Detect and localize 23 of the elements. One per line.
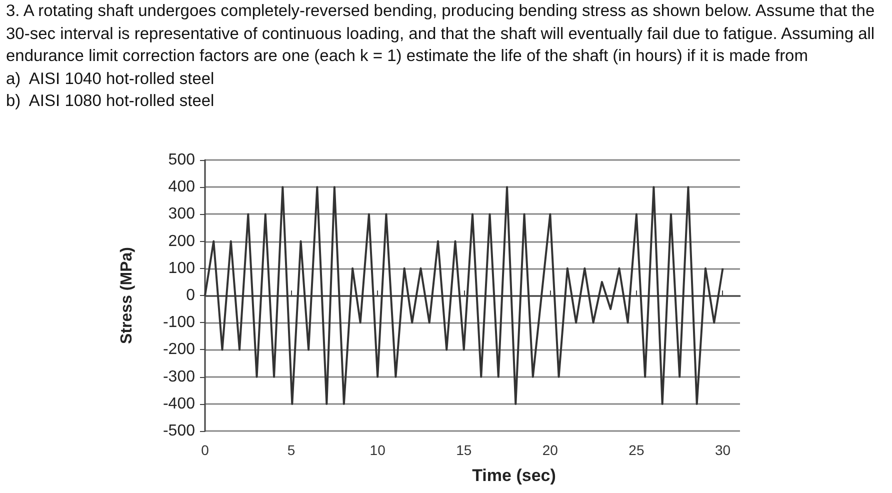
x-tick-label: 25 <box>628 442 644 458</box>
line-series <box>204 186 724 405</box>
y-tick-label: -500 <box>162 422 196 440</box>
y-tick-label: 0 <box>186 287 196 304</box>
x-tick-label: 15 <box>456 442 472 458</box>
x-tick-label: 5 <box>287 442 296 458</box>
y-axis-title: Stress (MPa) <box>118 247 136 344</box>
y-tick-label: 500 <box>168 152 196 168</box>
y-tick-label: -300 <box>162 368 196 386</box>
x-axis-title: Time (sec) <box>471 466 557 486</box>
y-tick-label: 200 <box>168 232 196 250</box>
text: a) AISI 1040 hot-rolled steel <box>6 68 216 90</box>
x-tick-label: 30 <box>714 442 731 458</box>
y-tick-label: 400 <box>168 178 196 196</box>
x-tick-label: 0 <box>201 442 210 458</box>
text: b) AISI 1080 hot-rolled steel <box>6 91 216 112</box>
y-tick-label: -400 <box>162 395 196 412</box>
y-tick-label: 100 <box>168 260 196 277</box>
x-tick-label: 20 <box>542 442 558 458</box>
y-tick-label: 300 <box>168 206 196 223</box>
y-tick-label: -100 <box>162 314 196 332</box>
x-tick-label: 10 <box>370 442 386 458</box>
y-tick-label: -200 <box>162 341 196 358</box>
